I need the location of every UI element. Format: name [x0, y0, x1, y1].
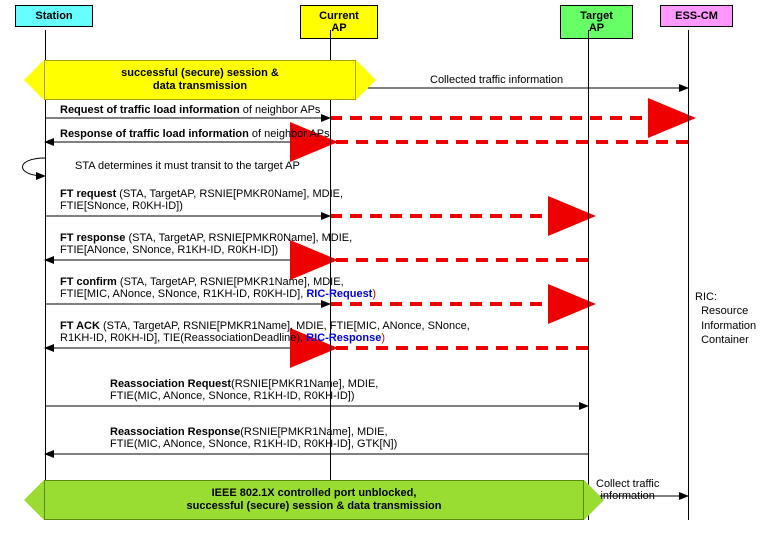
- lifeline-station: [45, 30, 46, 520]
- double-arrow-bottom: IEEE 802.1X controlled port unblocked,su…: [44, 480, 584, 520]
- collect-traffic: Collect trafficinformation: [596, 478, 659, 502]
- node-esscm: ESS-CM: [660, 5, 733, 27]
- ric-note: RIC: Resource Information Container: [695, 290, 756, 347]
- double-arrow-top: successful (secure) session &data transm…: [44, 60, 356, 100]
- msg-collected-traffic: Collected traffic information: [430, 74, 563, 86]
- reassoc-1: Reassociation Response(RSNIE[PMKR1Name],…: [110, 426, 590, 450]
- node-current: CurrentAP: [300, 5, 378, 39]
- lifeline-esscm: [688, 30, 689, 520]
- node-station: Station: [15, 5, 93, 27]
- node-target: TargetAP: [560, 5, 633, 39]
- reassoc-0: Reassociation Request(RSNIE[PMKR1Name], …: [110, 378, 590, 402]
- self-loop-text: STA determines it must transit to the ta…: [75, 160, 300, 172]
- labeled-line-0: Request of traffic load information of n…: [60, 104, 320, 116]
- ft-msg-1: FT response (STA, TargetAP, RSNIE[PMKR0N…: [60, 232, 620, 256]
- ft-msg-0: FT request (STA, TargetAP, RSNIE[PMKR0Na…: [60, 188, 620, 212]
- ft-msg-2: FT confirm (STA, TargetAP, RSNIE[PMKR1Na…: [60, 276, 620, 300]
- sequence-diagram: Station CurrentAP TargetAP ESS-CM successful…: [0, 0, 769, 535]
- labeled-line-1: Response of traffic load information of …: [60, 128, 330, 140]
- ft-msg-3: FT ACK (STA, TargetAP, RSNIE[PMKR1Name],…: [60, 320, 620, 344]
